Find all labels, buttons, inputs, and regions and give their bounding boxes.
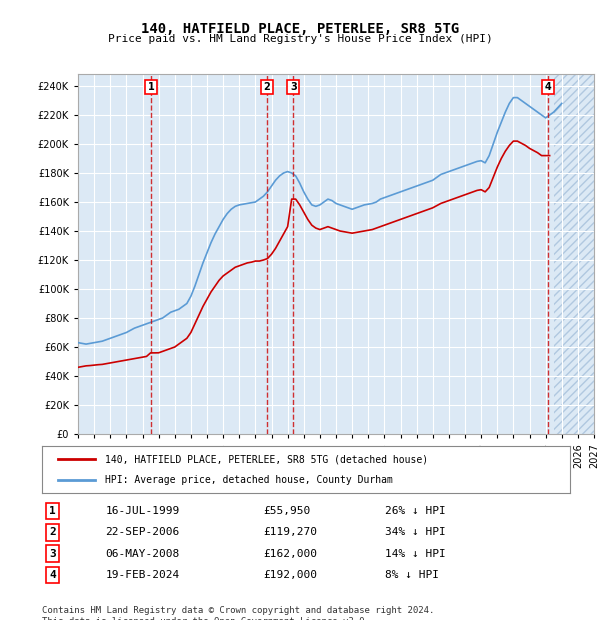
Bar: [554, 74, 594, 434]
Text: 140, HATFIELD PLACE, PETERLEE, SR8 5TG: 140, HATFIELD PLACE, PETERLEE, SR8 5TG: [141, 22, 459, 36]
Text: 2: 2: [49, 527, 56, 538]
Text: £192,000: £192,000: [264, 570, 318, 580]
Text: Contains HM Land Registry data © Crown copyright and database right 2024.
This d: Contains HM Land Registry data © Crown c…: [42, 606, 434, 620]
Text: 34% ↓ HPI: 34% ↓ HPI: [385, 527, 446, 538]
Text: HPI: Average price, detached house, County Durham: HPI: Average price, detached house, Coun…: [106, 475, 393, 485]
Text: 22-SEP-2006: 22-SEP-2006: [106, 527, 179, 538]
Text: 2: 2: [263, 82, 271, 92]
Text: 8% ↓ HPI: 8% ↓ HPI: [385, 570, 439, 580]
Text: 1: 1: [49, 506, 56, 516]
Text: 1: 1: [148, 82, 155, 92]
Text: 3: 3: [290, 82, 296, 92]
Text: 14% ↓ HPI: 14% ↓ HPI: [385, 549, 446, 559]
Text: Price paid vs. HM Land Registry's House Price Index (HPI): Price paid vs. HM Land Registry's House …: [107, 34, 493, 44]
Text: 4: 4: [49, 570, 56, 580]
Text: £55,950: £55,950: [264, 506, 311, 516]
Text: 3: 3: [49, 549, 56, 559]
Text: 26% ↓ HPI: 26% ↓ HPI: [385, 506, 446, 516]
Text: 06-MAY-2008: 06-MAY-2008: [106, 549, 179, 559]
Text: 19-FEB-2024: 19-FEB-2024: [106, 570, 179, 580]
Text: 4: 4: [544, 82, 551, 92]
Text: 140, HATFIELD PLACE, PETERLEE, SR8 5TG (detached house): 140, HATFIELD PLACE, PETERLEE, SR8 5TG (…: [106, 454, 428, 464]
Text: 16-JUL-1999: 16-JUL-1999: [106, 506, 179, 516]
Text: £119,270: £119,270: [264, 527, 318, 538]
Text: £162,000: £162,000: [264, 549, 318, 559]
